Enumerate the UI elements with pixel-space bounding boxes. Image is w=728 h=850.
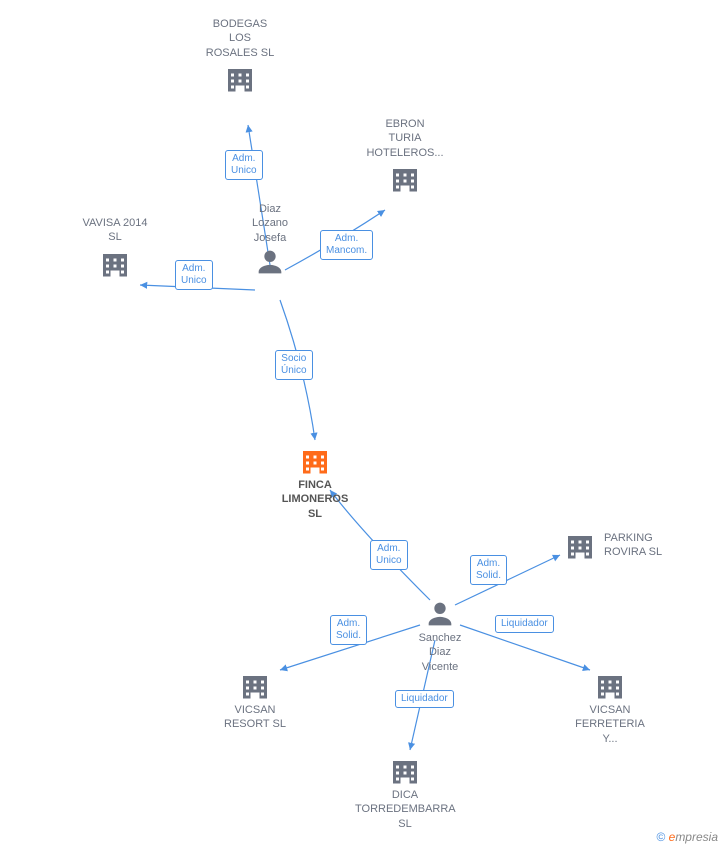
building-icon bbox=[65, 245, 165, 281]
diagram-canvas: BODEGASLOSROSALES SL EBRONTURIAHOTELEROS… bbox=[0, 0, 728, 850]
node-label: FINCALIMONEROSSL bbox=[265, 478, 365, 521]
node-parking[interactable]: PARKINGROVIRA SL bbox=[562, 527, 702, 563]
node-label: VICSANRESORT SL bbox=[205, 703, 305, 732]
node-vicsanr[interactable]: VICSANRESORT SL bbox=[205, 667, 305, 732]
node-vavisa[interactable]: VAVISA 2014SL bbox=[65, 216, 165, 281]
building-icon bbox=[190, 60, 290, 96]
brand-name: mpresia bbox=[675, 830, 718, 844]
edge-label: Adm.Solid. bbox=[470, 555, 507, 585]
node-diaz[interactable]: DiazLozanoJosefa bbox=[220, 202, 320, 279]
building-icon bbox=[355, 160, 455, 196]
edge-label: Adm.Unico bbox=[370, 540, 408, 570]
node-dica[interactable]: DICATORREDEMBARRA SL bbox=[355, 752, 455, 831]
node-label: DICATORREDEMBARRA SL bbox=[355, 788, 455, 831]
building-icon bbox=[205, 667, 305, 703]
footer-credit: © empresia bbox=[656, 830, 718, 844]
edge-label: Adm.Solid. bbox=[330, 615, 367, 645]
edge-label: SocioÚnico bbox=[275, 350, 313, 380]
node-finca[interactable]: FINCALIMONEROSSL bbox=[265, 442, 365, 521]
node-ebron[interactable]: EBRONTURIAHOTELEROS... bbox=[355, 117, 455, 196]
edge-label: Adm.Unico bbox=[175, 260, 213, 290]
building-icon bbox=[265, 442, 365, 478]
node-label: BODEGASLOSROSALES SL bbox=[190, 17, 290, 60]
edge-label: Adm.Unico bbox=[225, 150, 263, 180]
copyright-symbol: © bbox=[656, 830, 665, 844]
node-label: SanchezDiazVicente bbox=[390, 631, 490, 674]
edge-label: Liquidador bbox=[495, 615, 554, 633]
node-label: EBRONTURIAHOTELEROS... bbox=[355, 117, 455, 160]
node-label: VAVISA 2014SL bbox=[65, 216, 165, 245]
node-sanchez[interactable]: SanchezDiazVicente bbox=[390, 597, 490, 674]
node-label: PARKINGROVIRA SL bbox=[604, 531, 662, 560]
node-label: VICSANFERRETERIAY... bbox=[560, 703, 660, 746]
node-label: DiazLozanoJosefa bbox=[220, 202, 320, 245]
building-icon bbox=[562, 527, 598, 563]
person-icon bbox=[220, 245, 320, 279]
edge-label: Liquidador bbox=[395, 690, 454, 708]
node-bodegas[interactable]: BODEGASLOSROSALES SL bbox=[190, 17, 290, 96]
node-vicsanf[interactable]: VICSANFERRETERIAY... bbox=[560, 667, 660, 746]
edge-label: Adm.Mancom. bbox=[320, 230, 373, 260]
person-icon bbox=[390, 597, 490, 631]
building-icon bbox=[560, 667, 660, 703]
building-icon bbox=[355, 752, 455, 788]
